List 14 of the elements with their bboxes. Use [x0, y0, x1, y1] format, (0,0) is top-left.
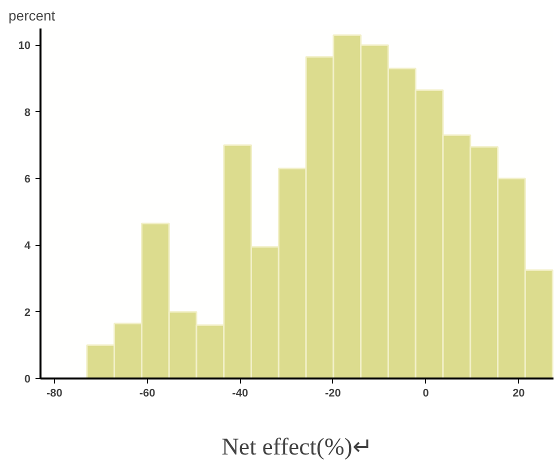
y-tick-label: 8	[24, 106, 31, 119]
y-tick-label: 4	[24, 240, 32, 252]
x-tick-label: -60	[139, 388, 156, 400]
x-tick-label: -80	[46, 388, 62, 400]
y-axis-title: percent	[8, 8, 56, 24]
x-tick-label: -20	[325, 388, 341, 400]
x-axis-title: Net effect(%)↵	[222, 434, 372, 460]
x-tick-label: 20	[512, 388, 525, 400]
y-tick-label: 2	[24, 306, 31, 319]
x-tick-label: -40	[232, 388, 248, 400]
y-tick-label: 0	[24, 374, 31, 386]
y-tick-label: 6	[24, 174, 31, 186]
x-tick-label: 0	[422, 388, 429, 400]
y-tick-label: 10	[18, 40, 31, 52]
